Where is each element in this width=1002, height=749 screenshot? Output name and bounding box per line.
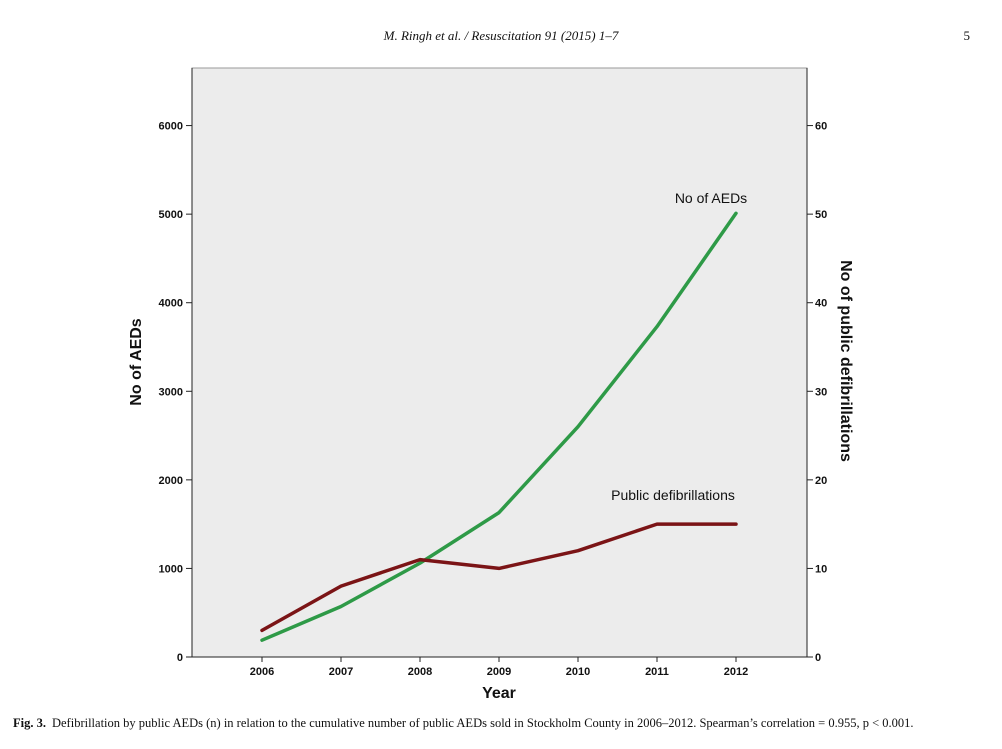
defibrillations-series-label: Public defibrillations <box>611 487 735 503</box>
x-tick-label: 2011 <box>645 666 669 678</box>
right-tick-label: 0 <box>815 652 821 664</box>
right-tick-label: 40 <box>815 298 827 310</box>
left-axis-title: No of AEDs <box>128 318 145 406</box>
figure-label: Fig. 3. <box>13 716 46 730</box>
left-tick-label: 6000 <box>159 121 183 133</box>
right-tick-label: 20 <box>815 475 827 487</box>
x-tick-label: 2012 <box>724 666 748 678</box>
left-tick-label: 5000 <box>159 209 183 221</box>
x-tick-label: 2007 <box>329 666 353 678</box>
x-tick-label: 2008 <box>408 666 432 678</box>
running-header: M. Ringh et al. / Resuscitation 91 (2015… <box>383 28 619 43</box>
right-tick-label: 60 <box>815 121 827 133</box>
right-axis-ticks: 0 10 20 30 40 50 60 <box>807 121 827 664</box>
left-tick-label: 2000 <box>159 475 183 487</box>
x-axis-ticks: 2006 2007 2008 2009 2010 2011 2012 <box>250 657 748 678</box>
right-axis-title: No of public defibrillations <box>837 260 854 462</box>
left-tick-label: 4000 <box>159 298 183 310</box>
figure-caption-text: Defibrillation by public AEDs (n) in rel… <box>51 716 914 730</box>
right-tick-label: 30 <box>815 386 827 398</box>
right-tick-label: 10 <box>815 563 827 575</box>
x-axis-title: Year <box>482 685 516 702</box>
page-number: 5 <box>963 28 971 43</box>
aeds-series-label: No of AEDs <box>675 190 747 206</box>
series-lines <box>260 211 738 642</box>
figure-caption: Fig. 3. Defibrillation by public AEDs (n)… <box>13 716 993 731</box>
left-axis-ticks: 0 1000 2000 3000 4000 5000 6000 <box>159 121 192 664</box>
left-tick-label: 0 <box>177 652 183 664</box>
x-tick-label: 2010 <box>566 666 590 678</box>
left-tick-label: 1000 <box>159 563 183 575</box>
left-tick-label: 3000 <box>159 386 183 398</box>
x-tick-label: 2009 <box>487 666 511 678</box>
x-tick-label: 2006 <box>250 666 274 678</box>
aeds-series-line <box>260 211 738 642</box>
defibrillations-series-line <box>260 522 738 633</box>
right-tick-label: 50 <box>815 209 827 221</box>
